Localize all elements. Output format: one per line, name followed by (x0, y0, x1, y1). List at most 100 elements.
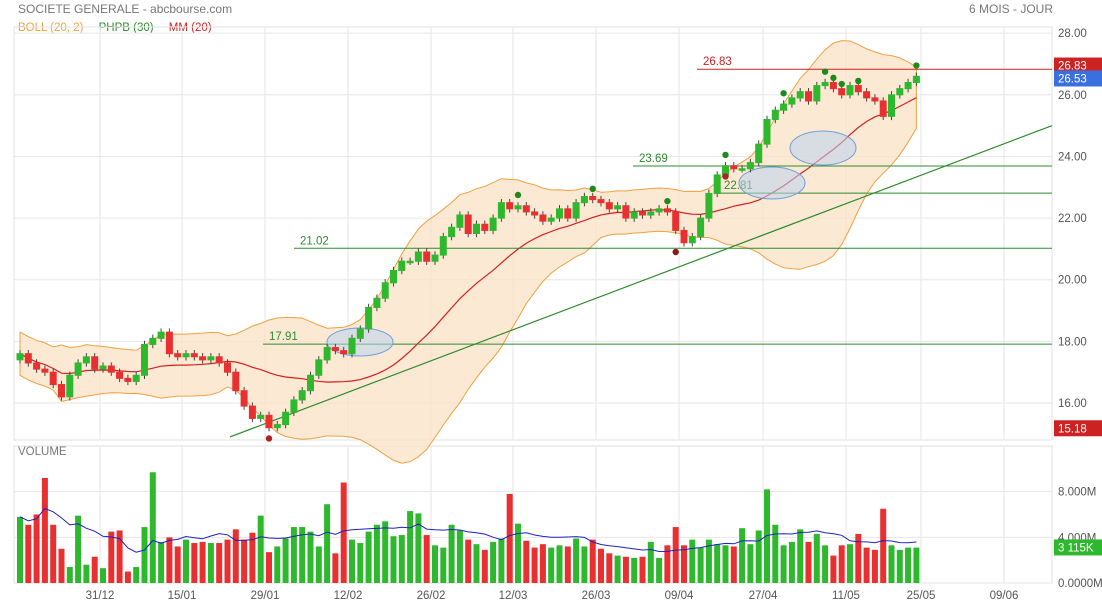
candle-body (99, 365, 107, 370)
volume-bar (282, 538, 289, 583)
candle (132, 371, 140, 386)
low-price-tag-bg (1054, 420, 1102, 437)
candle (74, 359, 82, 379)
candle (16, 350, 24, 364)
price-panel (13, 26, 1053, 441)
candle-body (688, 236, 696, 244)
candle-body (58, 384, 65, 398)
candle-body (805, 91, 812, 102)
candle (771, 106, 779, 124)
volume-bar (224, 539, 231, 583)
highlight-ellipse (789, 130, 857, 166)
volume-bar (108, 531, 115, 583)
volume-bar (332, 553, 339, 583)
candle-body (124, 377, 132, 382)
candle-body (107, 365, 115, 373)
volume-tick-label: 0.0000M (1058, 578, 1102, 590)
date-tick-label: 31/12 (86, 590, 115, 602)
top-price-tag: 26.83 (1054, 57, 1102, 74)
candle-body (215, 356, 223, 364)
candle-body (564, 208, 572, 219)
candle-body (315, 359, 323, 376)
volume-bar (656, 557, 663, 583)
pivot-high-marker (821, 68, 829, 75)
candle (788, 94, 796, 108)
price-tick-label: 22.00 (1058, 213, 1087, 225)
candle-body (738, 168, 746, 171)
candle (282, 408, 290, 429)
candle (149, 334, 157, 349)
last-volume-tag: 3 115K (1054, 539, 1102, 556)
pivot-high-marker (514, 191, 522, 199)
volume-bar (548, 547, 555, 583)
price-tick-label: 18.00 (1058, 336, 1087, 348)
candle-body (854, 85, 862, 93)
volume-bar (515, 523, 521, 583)
last-close-tag-bg (1054, 70, 1102, 87)
candle-body (439, 236, 447, 256)
candle (556, 205, 563, 222)
candle (655, 205, 663, 216)
volume-bar (647, 541, 654, 583)
candle-body (713, 174, 721, 194)
volume-bar (855, 533, 862, 583)
price-tick-label: 20.00 (1058, 275, 1087, 287)
pivot-low-marker (672, 248, 679, 256)
volume-bar (199, 541, 206, 583)
volume-bar (631, 557, 638, 583)
candle (331, 343, 339, 355)
price-tick-label: 26.00 (1058, 90, 1087, 102)
candle-body (307, 374, 314, 392)
candle-body (655, 208, 663, 213)
date-tick-label: 29/01 (251, 590, 280, 602)
volume-bar (448, 524, 455, 583)
candle-body (257, 414, 265, 419)
volume-bar (91, 556, 98, 583)
volume-bar (315, 546, 322, 583)
volume-bar (174, 546, 181, 583)
candle-body (605, 202, 613, 210)
volume-bar (266, 552, 272, 583)
volume-bar (788, 541, 795, 583)
volume-bar (25, 524, 32, 583)
candle (663, 205, 671, 216)
candle (497, 198, 505, 222)
candle-body (340, 350, 348, 355)
candle (539, 211, 547, 225)
volume-bar (747, 544, 754, 583)
candle (912, 72, 920, 87)
candle-body (282, 411, 290, 426)
candle-body (630, 211, 638, 219)
candle (730, 161, 738, 173)
volume-bar (797, 529, 804, 583)
candle (763, 115, 771, 148)
candle (41, 365, 49, 376)
volume-bar (166, 537, 173, 583)
candle-body (813, 85, 821, 102)
candle (33, 359, 41, 373)
volume-bar (689, 539, 696, 583)
candle-body (597, 199, 605, 204)
volume-bar (573, 538, 580, 583)
candle (622, 202, 630, 222)
candle-body (365, 306, 373, 330)
candle (614, 202, 622, 213)
candle (464, 211, 472, 238)
volume-bar (257, 515, 264, 583)
level-label: 26.83 (703, 56, 732, 68)
candle (605, 198, 613, 213)
candle (141, 340, 148, 379)
candle (290, 396, 298, 416)
candle-body (912, 75, 920, 83)
date-tick-label: 26/02 (417, 590, 446, 602)
volume-bar (274, 546, 281, 583)
candle-body (348, 337, 356, 355)
candle-body (298, 390, 306, 401)
volume-bar (838, 545, 845, 583)
candle (580, 192, 588, 207)
candle (398, 257, 406, 275)
candle-body (663, 208, 671, 213)
candle-body (190, 353, 198, 358)
date-tick-label: 15/01 (168, 590, 197, 602)
